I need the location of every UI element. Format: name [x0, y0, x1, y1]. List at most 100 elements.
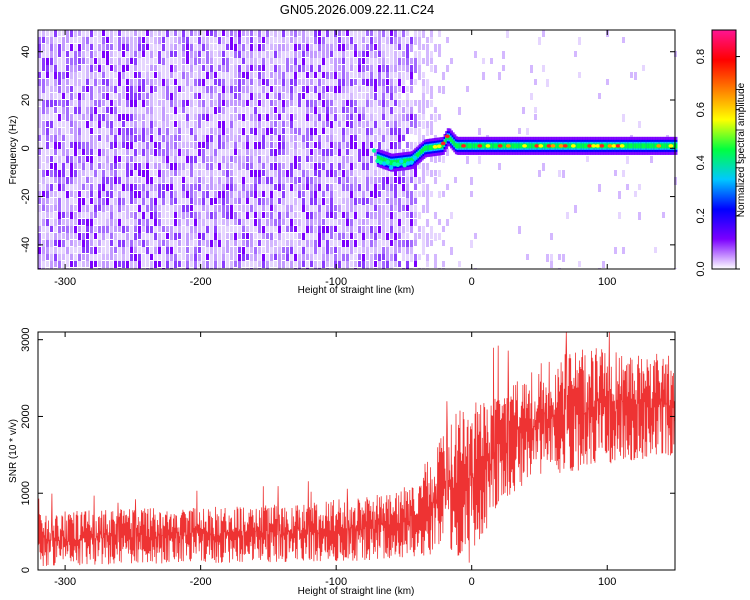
spectrogram-cell — [102, 198, 105, 205]
spectrogram-cell — [250, 233, 253, 241]
spectrogram-cell — [346, 254, 349, 262]
spectrogram-cell — [170, 261, 173, 269]
spectrogram-cell — [390, 233, 393, 239]
spectrogram-cell — [222, 247, 225, 254]
spectrogram-cell — [218, 72, 221, 80]
spectrogram-cell — [282, 30, 285, 37]
spectrogram-cell — [126, 219, 129, 226]
spectrogram-cell — [422, 72, 425, 78]
spectrogram-x-ticks: -300 -200 -100 0 100 — [54, 30, 616, 288]
spectrogram-cell — [178, 100, 181, 108]
spectrogram-cell — [110, 58, 113, 64]
trace-hotspot — [538, 144, 544, 148]
spectrogram-cell — [186, 261, 189, 269]
spectrogram-cell — [82, 30, 85, 38]
spectrogram-cell — [254, 149, 257, 156]
spectrogram-cell — [254, 240, 257, 246]
spectrogram-cell — [82, 247, 85, 253]
spectrogram-cell — [74, 170, 77, 177]
spectrogram-cell — [162, 233, 165, 241]
spectrogram-cell — [90, 44, 93, 50]
spectrogram-cell — [38, 240, 41, 246]
spectrogram-cell — [134, 233, 137, 241]
spectrogram-cell — [342, 191, 345, 198]
spectrogram-cell — [114, 170, 117, 178]
trace-start-dot — [409, 160, 414, 165]
spectrogram-cell — [386, 184, 389, 191]
spectrogram-cell — [58, 177, 61, 184]
spectrogram-cell — [298, 30, 301, 36]
spectrogram-cell — [118, 163, 121, 169]
spectrogram-cell — [70, 65, 73, 73]
spectrogram-cell — [310, 163, 313, 169]
spectrogram-cell — [214, 149, 217, 157]
spectrogram-cell — [42, 177, 45, 185]
spectrogram-cell — [138, 191, 141, 199]
spectrogram-cell — [58, 191, 61, 199]
spectrogram-cell — [102, 219, 105, 226]
spectrogram-cell — [42, 37, 45, 43]
spectrogram-cell — [50, 107, 53, 115]
spectrogram-cell — [106, 233, 109, 239]
spectrogram-cell — [102, 191, 105, 197]
spectrogram-cell — [374, 212, 377, 220]
spectrogram-cell — [262, 205, 265, 211]
spectrogram-cell — [206, 184, 209, 190]
spectrogram-cell — [266, 254, 269, 261]
spectrogram-cell — [166, 198, 169, 204]
trace-band-core — [453, 140, 457, 146]
trace-band-core — [404, 158, 408, 164]
spectrogram-cell — [650, 156, 653, 163]
spectrogram-cell — [98, 58, 101, 66]
spectrogram-cell — [394, 79, 397, 86]
spectrogram-cell — [382, 128, 385, 135]
spectrogram-cell — [118, 30, 121, 36]
spectrogram-cell — [246, 114, 249, 120]
spectrogram-cell — [174, 170, 177, 176]
spectrogram-cell — [282, 65, 285, 73]
spectrogram-cell — [194, 170, 197, 177]
spectrogram-cell — [426, 198, 429, 206]
spectrogram-cell — [114, 51, 117, 57]
spectrogram-cell — [122, 142, 125, 148]
spectrogram-cell — [482, 72, 485, 80]
spectrogram-cell — [198, 205, 201, 212]
spectrogram-cell — [162, 135, 165, 143]
spectrogram-cell — [550, 254, 553, 261]
spectrogram-cell — [322, 121, 325, 128]
spectrogram-cell — [418, 233, 421, 239]
spectrogram-cell — [322, 219, 325, 225]
spectrogram-cell — [174, 205, 177, 212]
spectrogram-cell — [282, 184, 285, 190]
spectrogram-cell — [282, 58, 285, 64]
spectrogram-cell — [458, 261, 461, 267]
spectrogram-cell — [374, 72, 377, 79]
spectrogram-cell — [218, 177, 221, 184]
spectrogram-cell — [410, 128, 413, 134]
spectrogram-cell — [62, 107, 65, 115]
spectrogram-cell — [382, 58, 385, 66]
spectrogram-cell — [270, 93, 273, 99]
spectrogram-cell — [402, 37, 405, 45]
spectrogram-cell — [50, 233, 53, 241]
spectrogram-cell — [242, 191, 245, 199]
trace-band-core — [417, 151, 421, 157]
spectrogram-cell — [130, 100, 133, 107]
spectrogram-cell — [382, 240, 385, 246]
spectrogram-cell — [74, 212, 77, 220]
y-tick-label: 40 — [20, 46, 32, 58]
spectrogram-cell — [262, 86, 265, 94]
spectrogram-cell — [294, 261, 297, 267]
spectrogram-cell — [130, 121, 133, 127]
spectrogram-cell — [250, 205, 253, 212]
spectrogram-cell — [102, 212, 105, 219]
spectrogram-cell — [142, 233, 145, 240]
spectrogram-cell — [342, 198, 345, 204]
spectrogram-cell — [382, 142, 385, 150]
spectrogram-cell — [98, 51, 101, 59]
trace-band-core — [378, 156, 382, 162]
spectrogram-cell — [282, 212, 285, 220]
spectrogram-cell — [430, 191, 433, 197]
spectrogram-cell — [206, 163, 209, 170]
spectrogram-cell — [242, 240, 245, 246]
